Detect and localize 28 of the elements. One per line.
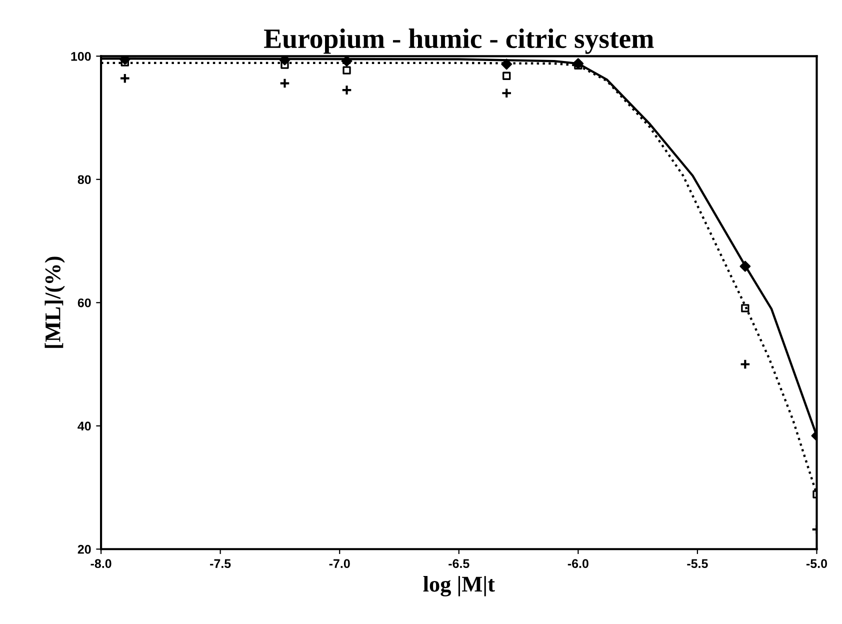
y-tick-label: 80 xyxy=(78,175,91,184)
point xyxy=(342,66,351,74)
chart-title: Europium - humic - citric system xyxy=(264,28,654,54)
y-tick-label: 40 xyxy=(78,422,91,431)
x-tick-label: -7.0 xyxy=(329,559,350,568)
x-tick-label: -8.0 xyxy=(90,559,112,568)
x-tick-label: -7.5 xyxy=(210,559,231,568)
point xyxy=(341,84,352,96)
point xyxy=(501,58,512,70)
x-axis-title: log |M|t xyxy=(423,576,495,596)
y-tick-label: 20 xyxy=(78,544,91,554)
point xyxy=(119,72,130,84)
x-tick-label: -5.5 xyxy=(687,559,708,568)
point xyxy=(501,88,512,99)
x-tick-label: -6.5 xyxy=(448,559,470,568)
x-tick-label: -5.0 xyxy=(806,559,827,568)
point xyxy=(341,56,352,67)
point xyxy=(279,78,290,89)
point xyxy=(740,358,751,370)
point xyxy=(740,260,751,272)
point xyxy=(741,304,750,312)
y-axis-title: [ML]/(%) xyxy=(44,256,65,348)
y-tick-label: 100 xyxy=(71,52,91,61)
point xyxy=(502,72,511,80)
x-tick-label: -6.0 xyxy=(568,559,588,568)
point xyxy=(574,61,582,70)
point xyxy=(280,60,289,69)
y-tick-label: 60 xyxy=(78,298,91,308)
